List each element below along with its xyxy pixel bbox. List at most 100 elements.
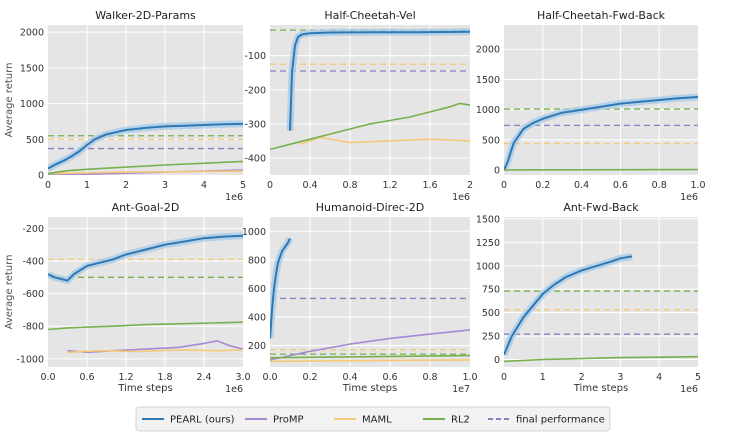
y-tick-label: 400 (248, 313, 266, 324)
x-tick-label: 0 (501, 180, 507, 191)
x-tick-label: 0.2 (302, 372, 317, 383)
y-tick-label: 1500 (476, 214, 500, 225)
y-tick-label: 750 (482, 285, 500, 296)
legend-label: PEARL (ours) (170, 415, 235, 426)
axis-scale-note: 1e6 (680, 192, 698, 203)
x-axis-label: Time steps (573, 383, 629, 394)
y-tick-label: -300 (244, 119, 266, 130)
axis-scale-note: 1e6 (680, 384, 698, 395)
y-axis-label: Average return (4, 255, 15, 330)
series-line-maml (270, 359, 470, 363)
series-line-promp (270, 329, 470, 361)
series-line-pearl (504, 255, 633, 356)
legend-label: MAML (362, 415, 392, 426)
plot-background (270, 25, 470, 175)
axis-scale-note: 1e7 (452, 384, 470, 395)
y-tick-label: 1250 (476, 238, 500, 249)
x-tick-label: 0.4 (342, 372, 357, 383)
y-tick-label: 2000 (20, 28, 44, 39)
plot-background (504, 217, 698, 367)
x-tick-label: 2.4 (196, 372, 211, 383)
legend-item: MAML (334, 415, 392, 426)
chart-panel: Walker-2D-Params 0 1 2 3 4 5 0 500 1000 1500 2000 1e… (4, 9, 246, 203)
y-tick-label: -800 (22, 322, 44, 333)
legend-item: RL2 (423, 415, 470, 426)
x-tick-label: 0.4 (574, 180, 589, 191)
y-tick-label: -200 (22, 224, 44, 235)
x-tick-label: 4 (201, 180, 207, 191)
series-line-pearl (48, 234, 243, 282)
y-tick-label: -400 (244, 153, 266, 164)
series-line-maml (48, 170, 243, 175)
axis-scale-note: 1e6 (225, 384, 243, 395)
y-tick-label: 500 (482, 135, 500, 146)
legend-item: PEARL (ours) (142, 415, 235, 426)
chart-title: Humanoid-Direc-2D (316, 201, 424, 214)
x-tick-label: 1.8 (157, 372, 172, 383)
y-tick-label: 200 (248, 341, 266, 352)
series-line-promp (67, 340, 243, 354)
chart-title: Walker-2D-Params (95, 9, 196, 22)
x-tick-label: 0.4 (302, 180, 317, 191)
legend-item: final performance (488, 415, 605, 426)
x-tick-label: 1.2 (118, 372, 133, 383)
x-tick-label: 0.0 (262, 372, 277, 383)
legend: PEARL (ours) ProMP MAML RL2 final performanc… (135, 406, 611, 432)
y-tick-label: 1000 (476, 105, 500, 116)
x-tick-label: 3 (162, 180, 168, 191)
y-tick-label: 1000 (20, 99, 44, 110)
axis-scale-note: 1e6 (452, 192, 470, 203)
x-tick-label: 0 (267, 180, 273, 191)
y-tick-label: -400 (22, 257, 44, 268)
y-tick-label: 0 (38, 171, 44, 182)
x-tick-label: 0.6 (382, 372, 397, 383)
y-tick-label: -200 (244, 85, 266, 96)
series-line-rl2 (504, 355, 698, 363)
x-tick-label: 4 (656, 372, 662, 383)
chart-title: Ant-Goal-2D (112, 201, 180, 214)
y-tick-label: 600 (248, 284, 266, 295)
y-tick-label: 800 (248, 255, 266, 266)
x-tick-label: 0.8 (422, 372, 437, 383)
axis-scale-note: 1e6 (225, 192, 243, 203)
x-tick-label: 3.0 (235, 372, 250, 383)
series-line-maml (299, 136, 470, 146)
x-tick-label: 5 (695, 372, 701, 383)
x-tick-label: 0.2 (535, 180, 550, 191)
series-line-rl2 (48, 160, 243, 175)
x-tick-label: 1.6 (422, 180, 437, 191)
y-tick-label: 1000 (242, 227, 266, 238)
x-tick-label: 1 (84, 180, 90, 191)
x-tick-label: 2 (579, 372, 585, 383)
chart-title: Ant-Fwd-Back (563, 201, 639, 214)
x-tick-label: 0.6 (613, 180, 628, 191)
series-line-pearl (48, 122, 243, 170)
legend-item: ProMP (245, 415, 304, 426)
y-tick-label: 2000 (476, 45, 500, 56)
y-tick-label: -100 (244, 51, 266, 62)
legend-label: RL2 (451, 415, 470, 426)
x-tick-label: 2 (123, 180, 129, 191)
x-axis-label: Time steps (342, 383, 398, 394)
series-line-rl2 (48, 321, 243, 331)
y-tick-label: 1000 (476, 261, 500, 272)
chart-panel: Half-Cheetah-Vel 0 0.4 0.8 1.2 1.6 2 -100 -200 -3… (244, 9, 473, 203)
chart-title: Half-Cheetah-Vel (324, 9, 415, 22)
y-tick-label: 1500 (476, 75, 500, 86)
series-line-rl2 (270, 354, 470, 359)
chart-panel: Humanoid-Direc-2D 0.0 0.2 0.4 0.6 0.8 1.0 200 40… (242, 201, 478, 395)
y-tick-label: 0 (494, 355, 500, 366)
x-tick-label: 5 (240, 180, 246, 191)
x-tick-label: 1.2 (382, 180, 397, 191)
chart-panel: Ant-Goal-2D 0.0 0.6 1.2 1.8 2.4 3.0 -200 -400 -60… (4, 201, 251, 395)
y-tick-label: -1000 (16, 354, 44, 365)
y-tick-label: -600 (22, 289, 44, 300)
y-tick-label: 500 (26, 135, 44, 146)
series-line-pearl (504, 96, 698, 171)
legend-box (135, 406, 611, 432)
chart-panel: Ant-Fwd-Back 0 1 2 3 4 5 0 250 500 750 1000 1250 1500… (476, 201, 701, 395)
legend-label: ProMP (273, 415, 304, 426)
x-tick-label: 1.0 (462, 372, 477, 383)
series-line-rl2 (270, 102, 470, 151)
